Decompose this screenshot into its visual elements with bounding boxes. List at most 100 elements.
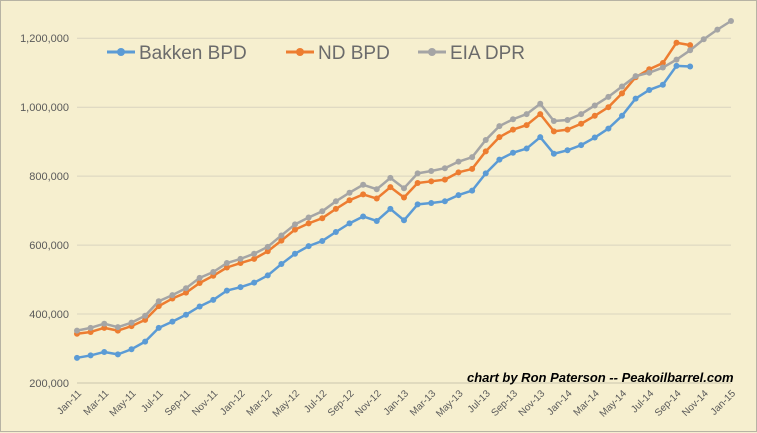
data-point <box>428 178 435 185</box>
data-point <box>387 205 394 212</box>
data-point <box>183 311 189 318</box>
data-point <box>264 243 271 250</box>
data-point <box>101 320 108 327</box>
x-tick-label: Jan-13 <box>382 388 412 418</box>
series-line <box>76 41 691 335</box>
data-point <box>114 324 121 331</box>
data-point <box>414 170 421 177</box>
data-point <box>346 197 353 204</box>
data-point <box>605 93 612 100</box>
data-point <box>482 170 489 177</box>
series-line <box>76 64 691 360</box>
x-tick-label: Jan-11 <box>55 388 84 417</box>
data-point <box>360 181 367 188</box>
data-point <box>510 126 516 133</box>
data-point <box>196 274 203 281</box>
data-point <box>441 165 448 172</box>
data-point <box>619 83 625 90</box>
data-point <box>523 111 530 118</box>
legend: Bakken BPD ND BPD EIA DPR <box>107 43 525 64</box>
data-point <box>482 136 489 143</box>
data-point <box>523 122 530 129</box>
data-point <box>278 232 285 239</box>
data-point <box>210 296 217 303</box>
data-point <box>687 42 694 49</box>
data-point <box>319 208 326 215</box>
data-point <box>128 346 135 353</box>
x-tick-label: Sep-12 <box>326 388 357 419</box>
data-point <box>550 117 557 124</box>
data-point <box>360 191 367 198</box>
x-tick-label: Mar-11 <box>82 388 112 418</box>
data-point <box>237 255 244 262</box>
data-point <box>292 226 298 233</box>
y-tick-label: 400,000 <box>29 309 69 321</box>
x-tick-label: Jan-15 <box>709 388 739 418</box>
data-point <box>469 165 476 172</box>
data-point <box>728 18 734 24</box>
data-point <box>414 201 421 208</box>
data-point <box>428 167 435 174</box>
x-tick-label: Mar-13 <box>408 388 438 418</box>
x-tick-label: May-13 <box>434 388 466 420</box>
data-point <box>87 328 94 335</box>
data-point <box>619 112 625 119</box>
data-point <box>673 62 680 69</box>
data-point <box>183 289 189 296</box>
data-point <box>673 56 680 63</box>
data-point <box>155 298 162 305</box>
data-point <box>496 134 503 141</box>
data-point <box>237 284 244 291</box>
data-point <box>646 86 653 93</box>
data-point <box>142 316 149 323</box>
data-point <box>74 354 80 361</box>
data-point <box>74 327 80 334</box>
data-point <box>578 120 585 127</box>
data-point <box>128 319 135 326</box>
data-point <box>223 264 230 271</box>
legend-label: EIA DPR <box>450 43 525 64</box>
data-point <box>510 149 516 156</box>
data-point <box>455 158 462 165</box>
data-point <box>496 156 503 163</box>
data-point <box>564 116 571 123</box>
data-point <box>251 279 258 286</box>
data-point <box>414 180 421 187</box>
x-tick-label: May-12 <box>271 388 303 420</box>
data-point <box>223 287 230 294</box>
y-tick-label: 600,000 <box>29 240 69 252</box>
data-point <box>251 255 258 262</box>
data-point <box>469 154 476 161</box>
data-point <box>346 189 353 196</box>
data-point <box>169 292 176 299</box>
data-point <box>455 192 462 199</box>
data-point <box>387 184 394 191</box>
data-point <box>101 324 108 331</box>
legend-label: Bakken BPD <box>139 43 247 64</box>
data-point <box>482 148 489 155</box>
x-tick-label: Sep-13 <box>489 388 520 419</box>
data-point <box>537 111 544 118</box>
data-point <box>251 250 258 257</box>
data-point <box>264 272 271 279</box>
data-point <box>700 36 707 43</box>
data-point <box>101 348 108 355</box>
data-point <box>142 312 149 319</box>
data-point <box>319 215 326 222</box>
series-eia-dpr <box>74 18 734 334</box>
data-point <box>332 198 339 205</box>
data-point <box>659 60 666 67</box>
gridlines <box>77 37 731 384</box>
data-point <box>564 147 571 154</box>
x-tick-label: Sep-14 <box>653 388 684 419</box>
data-point <box>659 64 666 71</box>
data-point <box>537 100 544 107</box>
data-point <box>373 217 380 224</box>
x-tick-label: Nov-12 <box>353 388 384 419</box>
legend-marker <box>428 48 436 56</box>
data-point <box>373 195 380 202</box>
y-axis: 200,000 400,000 600,000 800,000 1,000,000 1,2… <box>20 33 69 390</box>
data-point <box>278 261 285 268</box>
data-point <box>142 338 149 345</box>
data-point <box>591 102 598 109</box>
